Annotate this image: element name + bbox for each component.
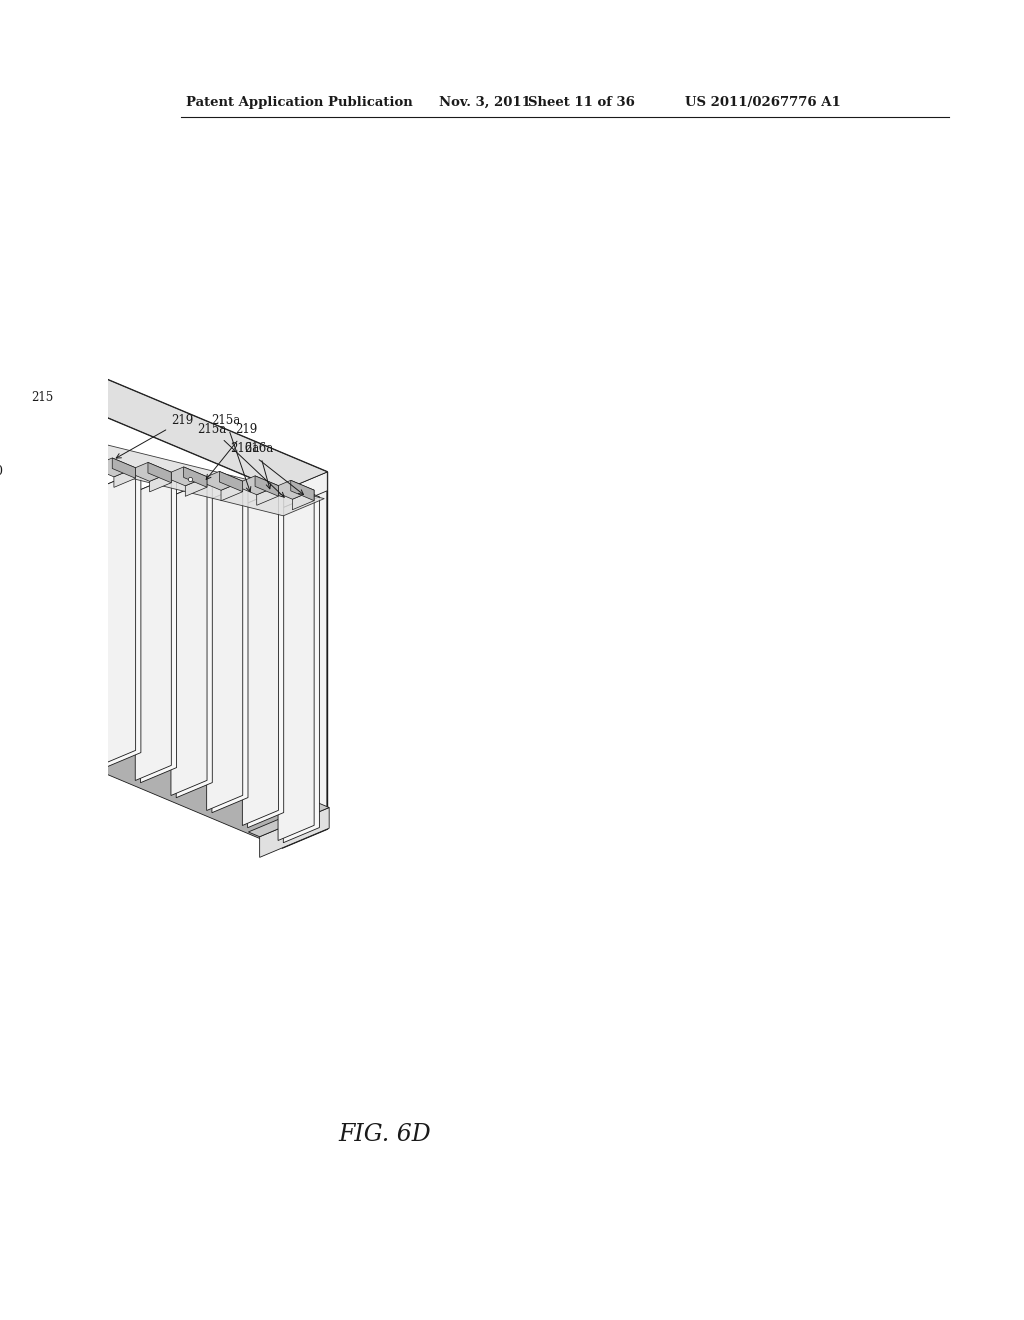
Polygon shape <box>260 808 329 858</box>
Polygon shape <box>63 467 105 486</box>
Text: US 2011/0267776 A1: US 2011/0267776 A1 <box>685 96 841 110</box>
Polygon shape <box>293 490 314 510</box>
Polygon shape <box>248 492 284 828</box>
Polygon shape <box>284 496 319 842</box>
Polygon shape <box>257 486 279 506</box>
Polygon shape <box>0 461 34 723</box>
Polygon shape <box>99 473 141 490</box>
Polygon shape <box>69 470 105 752</box>
Polygon shape <box>78 463 100 483</box>
Polygon shape <box>221 482 243 500</box>
Polygon shape <box>0 459 34 477</box>
Polygon shape <box>243 490 284 507</box>
Polygon shape <box>0 259 328 491</box>
Text: 219: 219 <box>116 414 194 458</box>
Polygon shape <box>5 445 29 465</box>
Text: 215a: 215a <box>211 413 251 492</box>
Polygon shape <box>135 477 176 494</box>
Text: FIG. 6D: FIG. 6D <box>339 1123 431 1146</box>
Polygon shape <box>104 474 141 768</box>
Polygon shape <box>183 467 207 487</box>
Text: 215a: 215a <box>198 422 285 498</box>
Polygon shape <box>219 471 243 491</box>
Text: 216a: 216a <box>244 442 273 488</box>
Text: Nov. 3, 2011: Nov. 3, 2011 <box>439 96 530 110</box>
Polygon shape <box>255 477 279 496</box>
Polygon shape <box>279 495 319 512</box>
Text: Patent Application Publication: Patent Application Publication <box>186 96 414 110</box>
Polygon shape <box>0 387 325 516</box>
Polygon shape <box>171 482 207 796</box>
Polygon shape <box>283 473 328 847</box>
Polygon shape <box>0 445 29 463</box>
Polygon shape <box>212 488 248 813</box>
Polygon shape <box>90 458 135 477</box>
Polygon shape <box>41 449 65 470</box>
Polygon shape <box>28 463 70 480</box>
Polygon shape <box>162 467 207 486</box>
Polygon shape <box>99 473 135 766</box>
Text: Sheet 11 of 36: Sheet 11 of 36 <box>528 96 635 110</box>
Polygon shape <box>42 459 65 478</box>
Polygon shape <box>249 803 329 837</box>
Polygon shape <box>150 473 171 492</box>
Polygon shape <box>171 482 212 499</box>
Polygon shape <box>126 462 171 482</box>
Polygon shape <box>113 458 135 478</box>
Polygon shape <box>114 467 135 487</box>
Polygon shape <box>34 466 70 738</box>
Text: 216a: 216a <box>230 442 303 495</box>
Polygon shape <box>0 616 328 847</box>
Text: 219: 219 <box>206 424 257 479</box>
Polygon shape <box>243 490 279 825</box>
Polygon shape <box>63 467 100 751</box>
Polygon shape <box>279 495 314 841</box>
Polygon shape <box>55 454 100 473</box>
Polygon shape <box>291 480 314 500</box>
Polygon shape <box>77 454 100 474</box>
Polygon shape <box>7 454 29 474</box>
Polygon shape <box>185 477 207 496</box>
Polygon shape <box>207 486 248 503</box>
Polygon shape <box>0 259 328 491</box>
Polygon shape <box>135 477 171 780</box>
Text: 410: 410 <box>0 466 3 478</box>
Polygon shape <box>207 486 243 810</box>
Polygon shape <box>0 459 29 721</box>
Polygon shape <box>19 449 65 467</box>
Polygon shape <box>147 462 171 483</box>
Text: 215: 215 <box>31 391 53 404</box>
Polygon shape <box>269 480 314 499</box>
Polygon shape <box>176 483 212 797</box>
Polygon shape <box>233 477 279 495</box>
Polygon shape <box>140 479 176 783</box>
Polygon shape <box>283 473 328 510</box>
Polygon shape <box>198 471 243 490</box>
Polygon shape <box>28 463 65 735</box>
